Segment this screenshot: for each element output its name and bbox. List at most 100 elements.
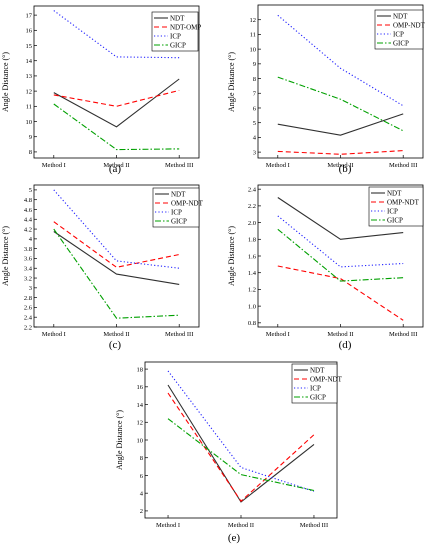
y-tick-label: 3.2 [24, 275, 32, 282]
y-tick-label: 2.4 [248, 186, 257, 193]
legend-entry: GICP [393, 40, 409, 48]
legend-entry: NDT [170, 15, 185, 23]
y-tick-label: 8 [140, 455, 143, 462]
x-tick-label: Method III [389, 331, 417, 338]
series-line-icp [53, 189, 180, 269]
legend-entry: OMP-NDT [393, 22, 426, 30]
panel-label: (c) [109, 339, 122, 351]
legend-entry: GICP [171, 218, 187, 226]
y-tick-label: 10 [26, 119, 33, 126]
y-tick-label: 14 [137, 402, 144, 409]
series-line-omp-ndt [277, 150, 404, 155]
x-tick-label: Method II [103, 162, 129, 169]
legend-entry: NDT-OMP [170, 24, 201, 32]
x-tick-label: Method II [327, 162, 353, 169]
legend-entry: ICP [171, 209, 182, 217]
legend-entry: NDT [387, 190, 402, 198]
y-tick-label: 16 [137, 384, 144, 391]
series-line-gicp [277, 228, 404, 282]
y-tick-label: 14 [26, 58, 33, 65]
x-tick-label: Method III [300, 522, 328, 529]
x-tick-label: Method I [266, 162, 290, 169]
y-tick-label: 10 [250, 46, 257, 53]
y-tick-label: 2.2 [24, 324, 32, 331]
y-tick-label: 2.6 [24, 305, 33, 312]
y-tick-label: 4 [140, 490, 144, 497]
chart-panel-5: 2 4 6 8 10 12 14 16 18 Method I Method II Method II… [115, 361, 343, 544]
legend-entry: GICP [170, 42, 186, 50]
series-line-gicp [53, 228, 180, 319]
series-line-omp-ndt [277, 265, 404, 321]
y-tick-label: 6 [140, 473, 144, 480]
series-line-ndt [53, 231, 180, 285]
y-tick-label: 15 [26, 43, 33, 50]
legend-entry: NDT [310, 367, 325, 375]
y-tick-label: 5 [29, 187, 32, 194]
legend-entry: ICP [393, 31, 404, 39]
legend-entry: OMP-NDT [310, 376, 343, 384]
series-line-gicp [53, 103, 180, 151]
legend-entry: OMP-NDT [171, 200, 204, 208]
x-tick-label: Method I [266, 331, 290, 338]
chart-panel-4: 0.8 1.0 1.2 1.4 1.6 1.8 2.0 2.2 2.4 Method I Metho… [227, 184, 424, 351]
y-axis-label: Angle Distance (°) [1, 226, 10, 286]
y-tick-label: 3.6 [24, 256, 33, 263]
y-tick-label: 5 [253, 120, 256, 127]
y-tick-label: 8 [29, 149, 32, 156]
y-tick-label: 3.8 [24, 246, 32, 253]
legend-entry: OMP-NDT [387, 199, 420, 207]
y-tick-label: 4.2 [24, 226, 32, 233]
series-line-icp [277, 215, 404, 268]
y-tick-label: 2.0 [248, 220, 256, 227]
y-tick-label: 4 [253, 135, 257, 142]
y-tick-label: 3 [29, 285, 32, 292]
y-axis-label: Angle Distance (°) [227, 226, 236, 286]
chart-panel-1: 8 9 10 11 12 13 14 15 16 17 Method I Method II Metho… [1, 5, 201, 175]
series-line-icp [53, 10, 180, 59]
series-line-omp-ndt [53, 221, 180, 268]
panel-label: (d) [339, 339, 352, 351]
series-line-ndt [277, 197, 404, 240]
x-tick-label: Method I [156, 522, 180, 529]
y-axis-label: Angle Distance (°) [227, 52, 236, 112]
x-tick-label: Method III [165, 331, 193, 338]
legend-entry: NDT [171, 191, 186, 199]
y-tick-label: 8 [253, 76, 256, 83]
x-tick-label: Method II [228, 522, 254, 529]
x-tick-label: Method II [327, 331, 353, 338]
series-line-gicp [167, 418, 315, 492]
y-tick-label: 10 [137, 437, 144, 444]
y-tick-label: 0.8 [248, 320, 256, 327]
y-tick-label: 9 [253, 61, 256, 68]
y-tick-label: 1.4 [248, 270, 257, 277]
y-tick-label: 11 [250, 32, 256, 39]
y-tick-label: 1.2 [248, 287, 256, 294]
y-tick-label: 2.4 [24, 315, 33, 322]
y-tick-label: 18 [137, 366, 144, 373]
series-line-ndt [53, 78, 180, 128]
chart-panel-2: 3 4 5 6 7 8 9 10 11 12 Method I Method II Method III… [227, 4, 426, 175]
y-tick-label: 9 [29, 134, 32, 141]
legend-entry: ICP [387, 208, 398, 216]
y-tick-label: 2.2 [248, 203, 256, 210]
y-tick-label: 4.6 [24, 207, 33, 214]
y-tick-label: 11 [26, 104, 32, 111]
y-tick-label: 7 [253, 91, 257, 98]
y-tick-label: 17 [26, 12, 33, 19]
y-tick-label: 1.8 [248, 237, 256, 244]
y-tick-label: 6 [253, 105, 257, 112]
x-tick-label: Method I [42, 331, 66, 338]
y-axis-label: Angle Distance (°) [1, 52, 10, 112]
y-tick-label: 4.4 [24, 217, 33, 224]
y-tick-label: 3 [253, 149, 256, 156]
y-tick-label: 12 [137, 420, 144, 427]
y-tick-label: 16 [26, 28, 33, 35]
y-tick-label: 12 [250, 17, 257, 24]
y-tick-label: 4.8 [24, 197, 32, 204]
legend-entry: ICP [170, 33, 181, 41]
